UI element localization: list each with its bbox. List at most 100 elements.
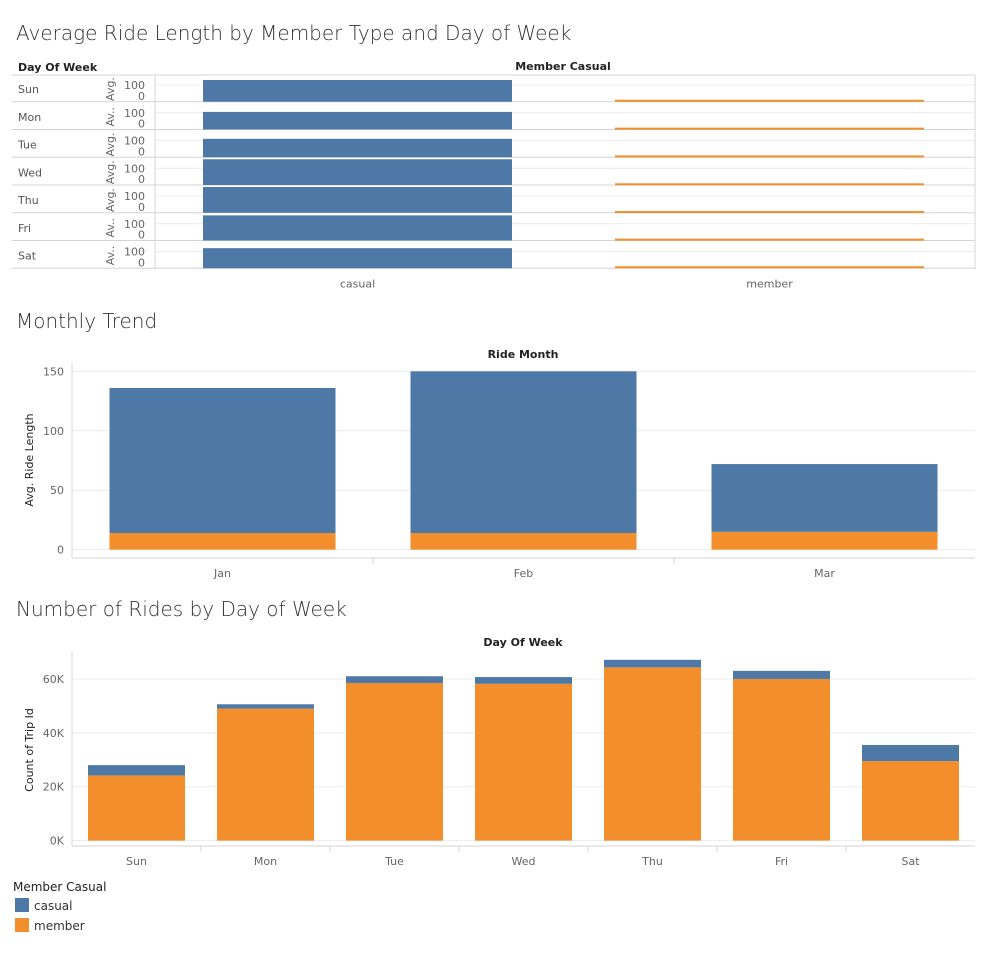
- bar-member-jan: [109, 533, 336, 550]
- x-tick-label: Mar: [814, 567, 835, 580]
- chart3-y-axis-label: Count of Trip Id: [23, 708, 36, 792]
- y-tick-label: 40K: [43, 727, 65, 740]
- chart1-title: Average Ride Length by Member Type and D…: [16, 21, 571, 45]
- chart3-plot: 0K 20K 40K 60K Sun Mon Tue Wed Thu Fri Sat: [43, 652, 975, 868]
- bar-member-fri: [733, 678, 830, 841]
- chart1-bar-casual-sat: [203, 248, 512, 269]
- chart2-y-axis-label: Avg. Ride Length: [23, 413, 36, 506]
- chart1-bar-member-mon: [615, 127, 924, 130]
- y-tick-label: 150: [43, 365, 64, 378]
- chart1-row-axis-label: Avg.: [104, 160, 117, 184]
- chart1-row-axis-label: Avg.: [104, 188, 117, 212]
- x-tick-label: Feb: [514, 567, 533, 580]
- bar-casual-feb: [410, 371, 637, 534]
- chart1-y-tick-0: 0: [138, 201, 145, 214]
- chart1-y-tick-100: 100: [124, 79, 145, 92]
- legend-title: Member Casual: [13, 880, 106, 894]
- y-tick-label: 20K: [43, 781, 65, 794]
- chart1-bar-casual-sun: [203, 79, 512, 102]
- chart1-bar-casual-thu: [203, 187, 512, 213]
- chart1-row-axis-label: Av..: [104, 218, 117, 238]
- bar-casual-wed: [475, 677, 572, 684]
- chart1-y-tick-0: 0: [138, 173, 145, 186]
- bar-member-wed: [475, 683, 572, 841]
- chart3-title: Number of Rides by Day of Week: [16, 597, 347, 621]
- bar-member-sun: [88, 775, 185, 841]
- chart1-bar-casual-tue: [203, 138, 512, 158]
- chart1-x-tick-casual: casual: [340, 277, 375, 290]
- chart1-column-header: Member Casual: [515, 60, 611, 73]
- bar-member-feb: [410, 533, 637, 550]
- chart1-bar-casual-mon: [203, 111, 512, 130]
- x-tick-label: Thu: [641, 855, 663, 868]
- chart1-bar-member-sat: [615, 266, 924, 269]
- bar-casual-mar: [711, 464, 938, 532]
- chart1-bar-member-thu: [615, 211, 924, 214]
- chart1-row-label: Mon: [18, 111, 41, 124]
- chart1-row-label: Sat: [18, 250, 37, 263]
- chart1-y-tick-0: 0: [138, 145, 145, 158]
- bar-member-mar: [711, 531, 938, 550]
- chart1-row-label: Wed: [18, 166, 42, 179]
- chart1-row-axis-label: Avg.: [104, 133, 117, 157]
- chart1-row-axis-label: Avg.: [104, 77, 117, 101]
- y-tick-label: 50: [50, 484, 64, 497]
- chart1-y-tick-0: 0: [138, 256, 145, 269]
- x-tick-label: Jan: [213, 567, 231, 580]
- chart1-bar-member-fri: [615, 238, 924, 241]
- y-tick-label: 0: [57, 544, 64, 557]
- legend-label-member[interactable]: member: [34, 919, 85, 933]
- chart1-y-tick-100: 100: [124, 190, 145, 203]
- chart1-row-label: Tue: [17, 139, 37, 152]
- x-tick-label: Tue: [384, 855, 404, 868]
- legend-swatch-member[interactable]: [15, 918, 29, 932]
- chart1-y-tick-0: 0: [138, 90, 145, 103]
- chart1-bar-member-wed: [615, 183, 924, 186]
- x-tick-label: Sun: [126, 855, 147, 868]
- chart1-y-tick-100: 100: [124, 246, 145, 259]
- chart1-row-label: Thu: [17, 194, 39, 207]
- chart1-row-label: Sun: [18, 83, 39, 96]
- x-tick-label: Sat: [901, 855, 920, 868]
- bar-casual-tue: [346, 676, 443, 683]
- bar-member-thu: [604, 667, 701, 841]
- chart1-row-header: Day Of Week: [18, 61, 98, 74]
- chart2-plot: 0 50 100 150 Jan Feb Mar: [43, 363, 975, 580]
- chart1-bar-casual-fri: [203, 215, 512, 241]
- y-tick-label: 100: [43, 425, 64, 438]
- bar-casual-mon: [217, 704, 314, 709]
- bar-casual-sun: [88, 765, 185, 776]
- chart1-bar-casual-wed: [203, 159, 512, 185]
- chart2-column-header: Ride Month: [488, 348, 559, 361]
- chart1-row-axis-label: Av..: [104, 246, 117, 266]
- chart1-y-tick-100: 100: [124, 135, 145, 148]
- legend-swatch-casual[interactable]: [15, 898, 29, 912]
- bar-casual-thu: [604, 659, 701, 668]
- chart1-y-tick-0: 0: [138, 118, 145, 131]
- bar-casual-fri: [733, 670, 830, 679]
- bar-casual-sat: [862, 744, 959, 762]
- bar-member-tue: [346, 682, 443, 841]
- chart3-column-header: Day Of Week: [483, 636, 563, 649]
- bar-member-mon: [217, 708, 314, 841]
- chart2-title: Monthly Trend: [16, 309, 157, 333]
- bar-casual-jan: [109, 387, 336, 534]
- chart1-y-tick-100: 100: [124, 218, 145, 231]
- chart1-bar-member-sun: [615, 99, 924, 102]
- x-tick-label: Fri: [775, 855, 788, 868]
- chart1-y-tick-100: 100: [124, 107, 145, 120]
- y-tick-label: 0K: [50, 835, 65, 848]
- chart1-row-axis-label: Av..: [104, 107, 117, 127]
- chart1-row-label: Fri: [18, 222, 31, 235]
- chart1-x-tick-member: member: [746, 277, 793, 290]
- legend-label-casual[interactable]: casual: [34, 899, 73, 913]
- x-tick-label: Mon: [254, 855, 277, 868]
- x-tick-label: Wed: [512, 855, 536, 868]
- chart1-bar-member-tue: [615, 155, 924, 158]
- bar-member-sat: [862, 761, 959, 841]
- chart1-y-tick-100: 100: [124, 162, 145, 175]
- y-tick-label: 60K: [43, 673, 65, 686]
- chart1-y-tick-0: 0: [138, 229, 145, 242]
